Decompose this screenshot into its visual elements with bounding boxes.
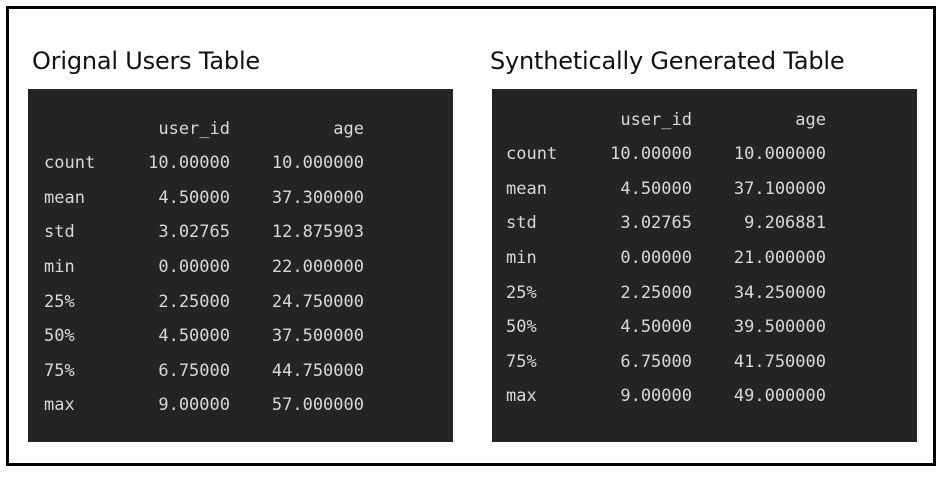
column-header-age: age	[795, 109, 826, 130]
age-cell: 39.500000	[733, 317, 826, 338]
row-label: min	[506, 248, 537, 269]
table-header-row: user_id age	[506, 102, 826, 137]
row-label: mean	[506, 178, 547, 199]
column-header-user-id: user_id	[158, 118, 230, 139]
original-stats-table: user_id age count 10.00000 10.000000 mea…	[44, 111, 364, 423]
table-row: max 9.00000 57.000000	[44, 388, 364, 423]
age-cell: 10.000000	[733, 144, 826, 165]
table-row: 75% 6.75000 41.750000	[506, 345, 826, 380]
table-row: 25% 2.25000 24.750000	[44, 284, 364, 319]
column-header-user-id: user_id	[620, 109, 692, 130]
table-row: max 9.00000 49.000000	[506, 379, 826, 414]
user-id-cell: 9.00000	[620, 386, 692, 407]
table-row: 50% 4.50000 37.500000	[44, 319, 364, 354]
age-cell: 57.000000	[271, 395, 364, 416]
row-label: mean	[44, 187, 85, 208]
age-cell: 22.000000	[271, 257, 364, 278]
row-label: std	[506, 213, 537, 234]
user-id-cell: 9.00000	[158, 395, 230, 416]
age-cell: 12.875903	[271, 222, 364, 243]
table-header-row: user_id age	[44, 111, 364, 146]
row-label: 50%	[44, 326, 75, 347]
row-label: 75%	[44, 360, 75, 381]
table-row: min 0.00000 21.000000	[506, 241, 826, 276]
age-cell: 44.750000	[271, 360, 364, 381]
row-label: max	[506, 386, 537, 407]
age-cell: 24.750000	[271, 291, 364, 312]
table-row: std 3.02765 9.206881	[506, 206, 826, 241]
row-label: max	[44, 395, 75, 416]
user-id-cell: 10.00000	[610, 144, 692, 165]
user-id-cell: 0.00000	[620, 248, 692, 269]
user-id-cell: 10.00000	[148, 153, 230, 174]
age-cell: 34.250000	[733, 282, 826, 303]
age-cell: 21.000000	[733, 248, 826, 269]
row-label: 25%	[44, 291, 75, 312]
table-row: count 10.00000 10.000000	[44, 146, 364, 181]
user-id-cell: 2.25000	[158, 291, 230, 312]
row-label: count	[44, 153, 96, 174]
row-label-header	[506, 102, 592, 137]
row-label: count	[506, 144, 558, 165]
user-id-cell: 6.75000	[158, 360, 230, 381]
original-table-title: Orignal Users Table	[32, 47, 260, 75]
user-id-cell: 6.75000	[620, 351, 692, 372]
synthetic-table-title: Synthetically Generated Table	[490, 47, 845, 75]
row-label-header	[44, 111, 130, 146]
table-row: 75% 6.75000 44.750000	[44, 354, 364, 389]
row-label: min	[44, 257, 75, 278]
user-id-cell: 4.50000	[620, 317, 692, 338]
user-id-cell: 4.50000	[158, 326, 230, 347]
row-label: std	[44, 222, 75, 243]
original-table-panel: user_id age count 10.00000 10.000000 mea…	[28, 89, 453, 442]
age-cell: 37.300000	[271, 187, 364, 208]
age-cell: 9.206881	[744, 213, 826, 234]
user-id-cell: 4.50000	[158, 187, 230, 208]
user-id-cell: 3.02765	[158, 222, 230, 243]
age-cell: 49.000000	[733, 386, 826, 407]
user-id-cell: 3.02765	[620, 213, 692, 234]
age-cell: 41.750000	[733, 351, 826, 372]
synthetic-stats-table: user_id age count 10.00000 10.000000 mea…	[506, 102, 826, 414]
synthetic-table-panel: user_id age count 10.00000 10.000000 mea…	[492, 89, 917, 442]
table-row: 25% 2.25000 34.250000	[506, 275, 826, 310]
row-label: 50%	[506, 317, 537, 338]
table-row: mean 4.50000 37.300000	[44, 181, 364, 216]
table-row: 50% 4.50000 39.500000	[506, 310, 826, 345]
user-id-cell: 2.25000	[620, 282, 692, 303]
table-row: std 3.02765 12.875903	[44, 215, 364, 250]
age-cell: 37.500000	[271, 326, 364, 347]
row-label: 75%	[506, 351, 537, 372]
user-id-cell: 0.00000	[158, 257, 230, 278]
table-row: mean 4.50000 37.100000	[506, 172, 826, 207]
row-label: 25%	[506, 282, 537, 303]
user-id-cell: 4.50000	[620, 178, 692, 199]
column-header-age: age	[333, 118, 364, 139]
table-row: min 0.00000 22.000000	[44, 250, 364, 285]
age-cell: 37.100000	[733, 178, 826, 199]
table-row: count 10.00000 10.000000	[506, 137, 826, 172]
age-cell: 10.000000	[271, 153, 364, 174]
